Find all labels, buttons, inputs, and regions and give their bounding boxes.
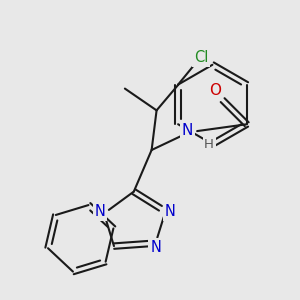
- Text: Cl: Cl: [194, 50, 208, 65]
- Text: N: N: [165, 204, 176, 219]
- Text: N: N: [95, 204, 106, 219]
- Text: O: O: [209, 83, 221, 98]
- Text: N: N: [182, 123, 193, 138]
- Text: H: H: [204, 138, 214, 151]
- Text: N: N: [150, 240, 161, 255]
